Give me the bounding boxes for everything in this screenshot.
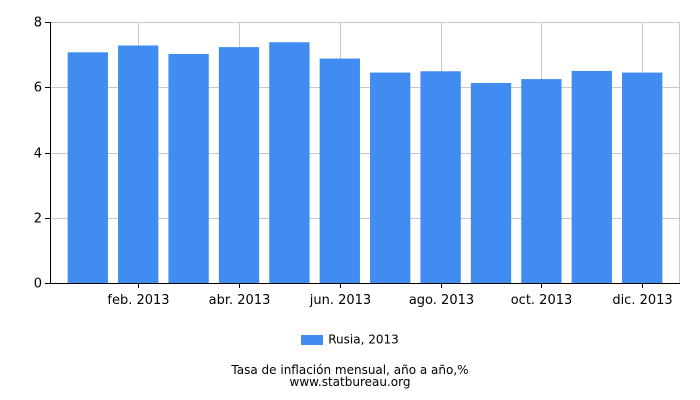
y-axis-ticks: 0 2 4 6 8 [34, 16, 50, 292]
legend-swatch [301, 334, 324, 345]
legend-label: Rusia, 2013 [328, 332, 399, 347]
x-tick-label: ago. 2013 [409, 293, 474, 308]
bar-chart: 0 2 4 6 8 feb. 2013 abr. 2013 jun. 2013 ago. 20… [34, 16, 680, 308]
x-tick-label: dic. 2013 [612, 293, 672, 308]
bar [571, 70, 612, 283]
chart-title: Tasa de inflación mensual, año a año,% [231, 363, 469, 377]
y-tick-label: 8 [34, 16, 42, 31]
bar [118, 45, 159, 283]
x-tick-label: feb. 2013 [107, 293, 169, 308]
legend: Rusia, 2013 [0, 332, 700, 347]
bar [470, 83, 512, 283]
bar [319, 58, 360, 283]
bar [521, 79, 562, 283]
bar [420, 71, 461, 283]
y-tick-label: 6 [34, 81, 42, 96]
axes [50, 22, 680, 284]
y-tick-label: 4 [34, 147, 42, 162]
bar [370, 72, 411, 283]
bar [67, 52, 108, 284]
y-tick-label: 0 [34, 277, 42, 292]
y-tick-label: 2 [34, 212, 42, 227]
x-tick-label: jun. 2013 [309, 293, 371, 308]
bar [269, 42, 310, 283]
bars [67, 42, 663, 284]
bar [622, 72, 663, 283]
x-tick-label: abr. 2013 [209, 293, 271, 308]
source-link[interactable]: www.statbureau.org [289, 375, 411, 389]
bar [218, 47, 260, 284]
x-tick-label: oct. 2013 [511, 293, 573, 308]
bar [168, 53, 209, 283]
x-axis-ticks: feb. 2013 abr. 2013 jun. 2013 ago. 2013 oct.… [107, 283, 673, 308]
